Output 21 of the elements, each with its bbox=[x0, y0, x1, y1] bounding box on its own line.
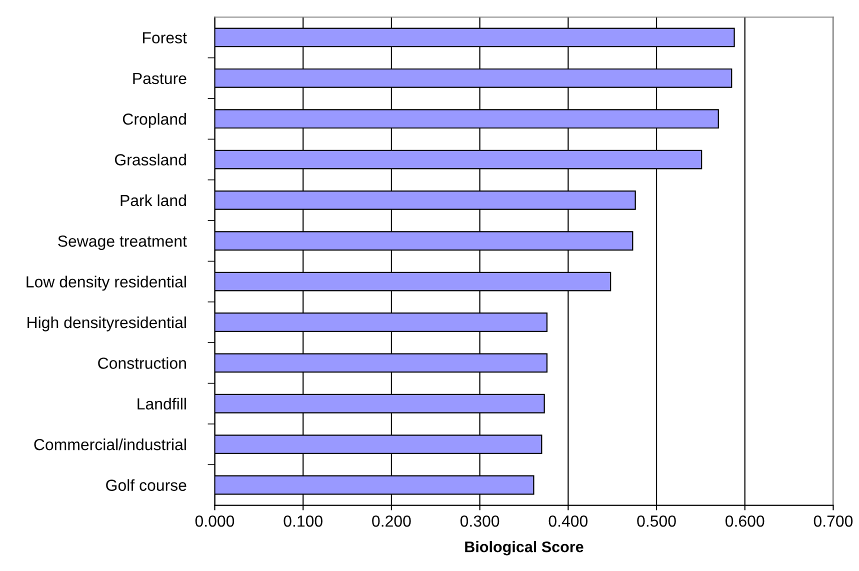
x-tick-label: 0.600 bbox=[726, 515, 764, 527]
y-tick-label: Construction bbox=[98, 357, 186, 369]
x-tick-label: 0.300 bbox=[460, 515, 500, 527]
y-tick-label: Commercial/industrial bbox=[34, 438, 186, 450]
x-tick-label: 0.700 bbox=[814, 515, 853, 527]
x-tick-label: 0.100 bbox=[284, 515, 322, 527]
x-axis-title: Biological Score bbox=[465, 541, 584, 556]
x-tick-label: 0.200 bbox=[372, 515, 411, 527]
y-tick-label: Grassland bbox=[114, 154, 186, 166]
y-tick-label: Golf course bbox=[106, 479, 186, 491]
y-tick-label: Park land bbox=[120, 194, 186, 206]
x-tick-label: 0.400 bbox=[548, 515, 588, 527]
y-tick-label: High densityresidential bbox=[28, 316, 186, 332]
y-tick-label: Cropland bbox=[122, 113, 186, 128]
y-tick-label: Forest bbox=[143, 32, 187, 44]
y-tick-label: Low density residential bbox=[26, 276, 186, 291]
x-tick-label: 0.000 bbox=[195, 515, 234, 527]
y-tick-label: Sewage treatment bbox=[58, 236, 187, 250]
y-tick-label: Landfill bbox=[138, 398, 186, 410]
y-tick-label: Pasture bbox=[133, 72, 186, 84]
x-tick-label: 0.500 bbox=[637, 515, 676, 527]
